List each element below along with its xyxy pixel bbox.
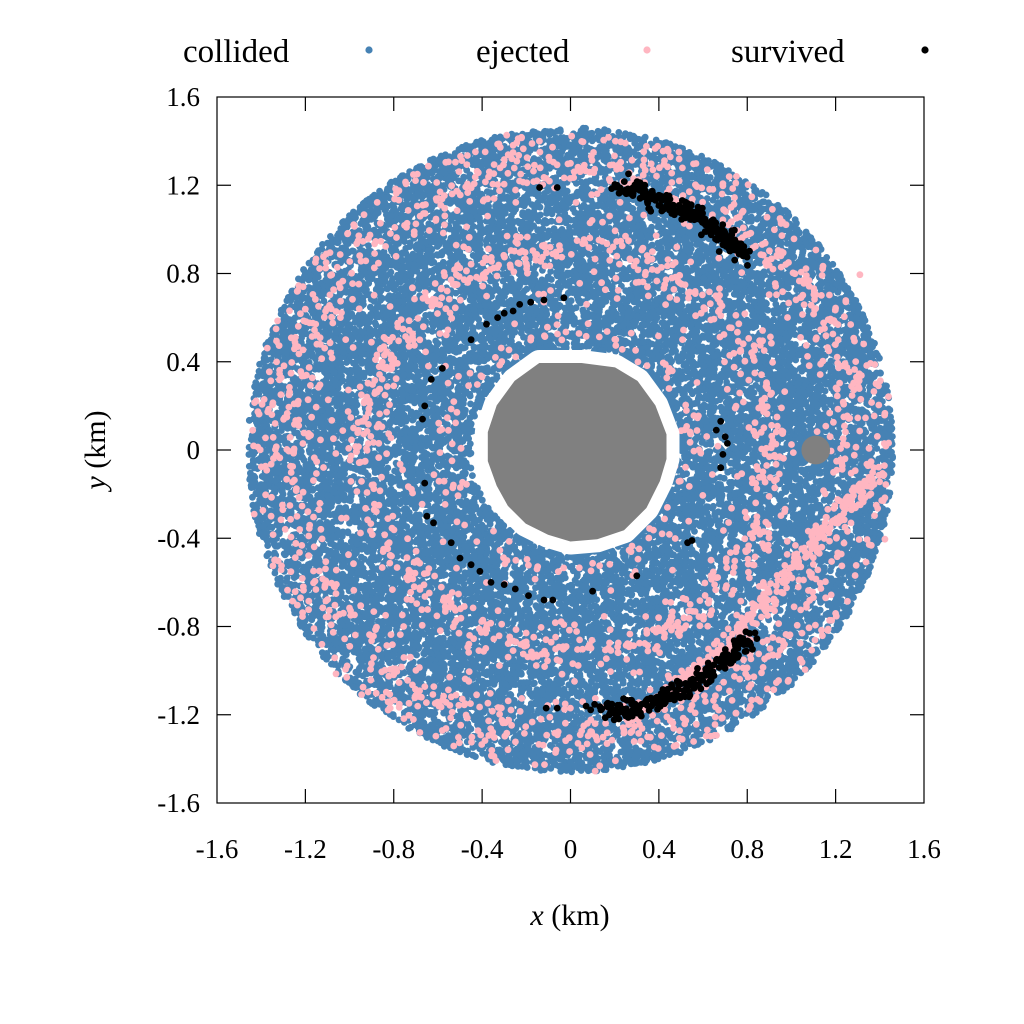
legend-label-ejected: ejected xyxy=(476,34,570,70)
legend-label-survived: survived xyxy=(731,34,845,70)
legend-label-collided: collided xyxy=(183,34,290,70)
legend: collided ejected survived xyxy=(183,34,929,70)
collided-point xyxy=(327,233,334,240)
collided-point xyxy=(467,400,474,408)
collided-point xyxy=(265,550,272,558)
legend-marker-survived xyxy=(921,46,929,54)
plot-content xyxy=(245,124,896,776)
legend-marker-ejected xyxy=(643,46,651,54)
collided-point xyxy=(254,373,262,380)
collided-point xyxy=(469,472,476,479)
collided-point xyxy=(547,268,555,275)
legend-marker-collided xyxy=(365,46,373,54)
